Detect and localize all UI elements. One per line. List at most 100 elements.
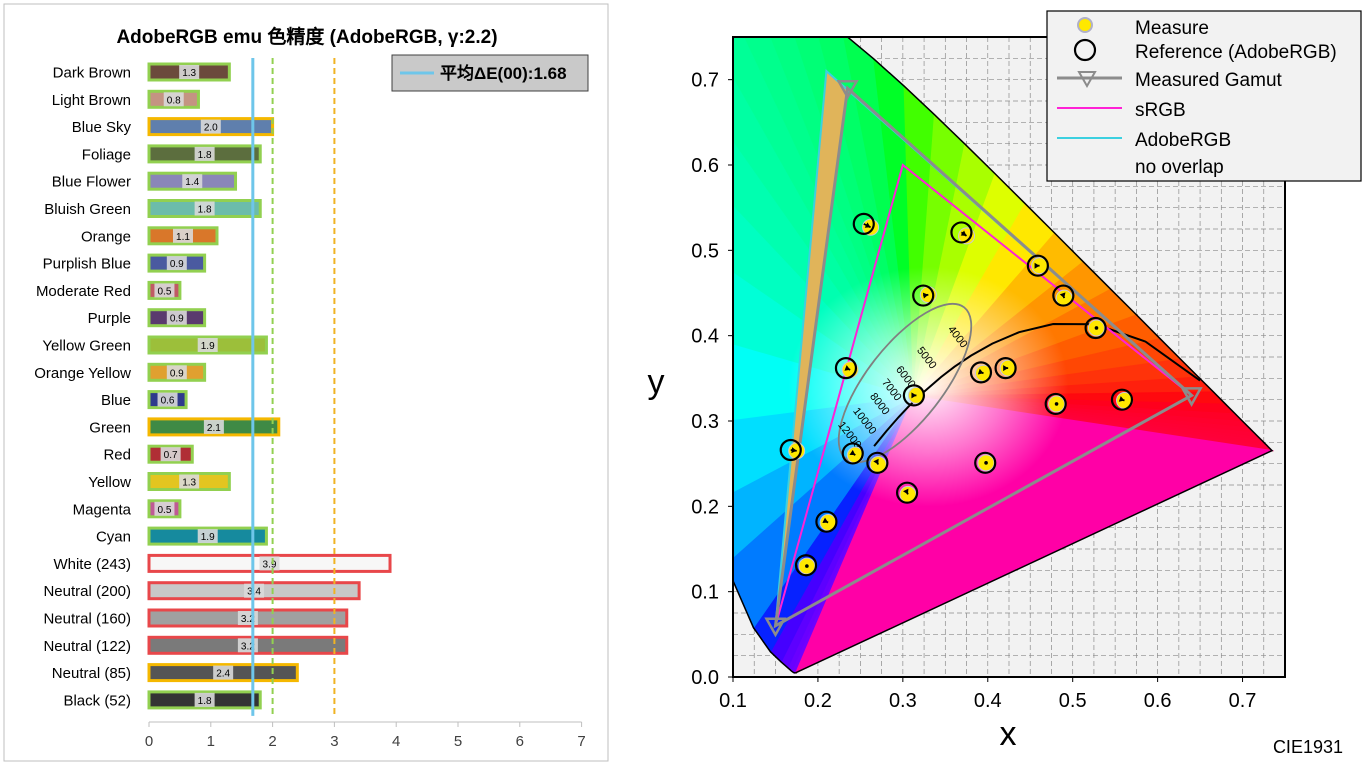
reference-point	[852, 212, 875, 235]
category-label: Blue Flower	[52, 174, 131, 191]
value-label-box	[166, 256, 187, 271]
legend-measured-gamut-marker	[1077, 71, 1097, 89]
delta-dot	[805, 564, 809, 568]
category-label: White (243)	[53, 556, 131, 573]
value-label-box	[157, 392, 178, 407]
value-label: 0.9	[170, 259, 184, 270]
category-label: Moderate Red	[36, 283, 131, 300]
delta-arrowhead	[844, 365, 851, 371]
value-label: 0.9	[170, 314, 184, 325]
plot-frame	[732, 36, 1286, 678]
reference-point	[841, 442, 864, 465]
bar-layer: Dark Brown 1.3 Light Brown 0.8 Blue Sky 2.0 Fo…	[34, 58, 586, 750]
reference-point	[794, 554, 818, 577]
delta-arrowhead	[903, 488, 909, 495]
category-label: Bluish Green	[44, 201, 131, 218]
x-tick-label: 7	[577, 733, 585, 750]
average-legend-label: 平均ΔE(00):1.68	[440, 63, 567, 83]
x-tick-label: 0.6	[1144, 690, 1172, 712]
measured-gamut-markers	[764, 79, 1203, 638]
value-label-box	[166, 365, 187, 380]
cct-ellipse	[837, 302, 973, 464]
category-label: Light Brown	[52, 92, 131, 109]
value-label-box	[197, 338, 218, 352]
delta-arrowhead	[977, 368, 984, 375]
value-label-box	[163, 92, 184, 107]
category-label: Black (52)	[63, 692, 131, 709]
cie-legend: Measure Reference (AdobeRGB) Measured Ga…	[1046, 10, 1362, 182]
spectral-locus-outline	[733, 37, 1274, 674]
cie-legend-box	[1046, 10, 1362, 182]
y-tick-label: 0.4	[691, 326, 719, 348]
category-label: Foliage	[82, 146, 131, 163]
legend-no-overlap-label: no overlap	[1135, 157, 1224, 178]
category-label: Orange	[81, 228, 131, 245]
value-label: 1.1	[176, 232, 190, 243]
reference-point	[895, 481, 919, 504]
x-tick-label: 0.4	[974, 690, 1002, 712]
x-tick-label: 0.5	[1059, 690, 1087, 712]
category-label: Orange Yellow	[34, 365, 131, 382]
x-axis-title: x	[1000, 715, 1017, 753]
category-label: Green	[89, 419, 131, 436]
bar-chart-frame	[3, 3, 609, 762]
value-label: 1.8	[198, 696, 212, 707]
x-tick-label: 0.7	[1229, 690, 1257, 712]
average-legend: 平均ΔE(00):1.68	[391, 54, 589, 92]
measured-gamut-marker	[836, 79, 859, 100]
reference-point	[902, 384, 925, 407]
cie-chromaticity-panel: 4000 5000 6000 7000 8000 10000 12000 0.1 0.2 0.3…	[612, 0, 1370, 765]
delta-arrowhead	[960, 230, 967, 236]
footer-label: CIE1931	[1273, 737, 1343, 757]
delta-arrowhead	[873, 458, 879, 465]
value-label: 0.5	[157, 505, 171, 516]
reference-point	[779, 438, 802, 462]
delta-arrowhead	[1034, 262, 1040, 269]
legend-srgb-label: sRGB	[1135, 100, 1186, 121]
legend-measure-symbol	[1077, 17, 1093, 33]
delta-dot	[1054, 402, 1059, 406]
delta-e-bar-chart: AdobeRGB emu 色精度 (AdobeRGB, γ:2.2) Dark …	[3, 3, 609, 762]
value-label: 0.6	[161, 396, 175, 407]
delta-arrowhead	[1059, 292, 1066, 299]
value-label-box	[172, 228, 193, 243]
value-label: 2.1	[207, 423, 221, 434]
value-label: 1.4	[185, 177, 199, 188]
value-label: 0.7	[164, 450, 178, 461]
value-label-box	[194, 692, 215, 707]
delta-e-bar-chart-panel: AdobeRGB emu 色精度 (AdobeRGB, γ:2.2) Dark …	[0, 0, 612, 765]
delta-dot	[1094, 326, 1099, 330]
value-label-box	[259, 556, 280, 571]
value-label: 1.3	[182, 478, 196, 489]
delta-arrowhead	[1118, 396, 1125, 402]
legend-reference-symbol	[1073, 38, 1097, 62]
value-label-box	[154, 501, 175, 516]
reference-point	[834, 356, 858, 380]
y-tick-label: 0.3	[691, 411, 719, 433]
value-label: 1.9	[201, 341, 215, 352]
value-label-box	[154, 283, 175, 298]
value-label-box	[203, 419, 224, 434]
value-label: 1.8	[198, 205, 212, 216]
delta-arrowhead	[1003, 365, 1009, 372]
reference-point	[969, 361, 993, 384]
x-tick-label: 4	[392, 733, 400, 750]
delta-arrowhead	[791, 447, 797, 454]
value-label-box	[179, 474, 200, 489]
value-label: 3.2	[241, 614, 255, 625]
reference-point	[1052, 284, 1075, 307]
x-tick-label: 3	[330, 733, 338, 750]
measured-gamut-triangle	[773, 85, 1195, 629]
value-label: 3.2	[241, 641, 255, 652]
category-label: Yellow Green	[42, 338, 131, 355]
x-tick-label: 0	[145, 733, 153, 750]
measurement-points	[779, 212, 1134, 577]
measured-gamut-marker	[1180, 387, 1203, 407]
reference-point	[974, 451, 997, 474]
y-axis-title: y	[648, 363, 665, 401]
y-tick-label: 0.1	[691, 582, 719, 604]
measured-gamut-marker	[764, 617, 787, 638]
value-label: 0.5	[157, 286, 171, 297]
category-label: Blue	[101, 392, 131, 409]
